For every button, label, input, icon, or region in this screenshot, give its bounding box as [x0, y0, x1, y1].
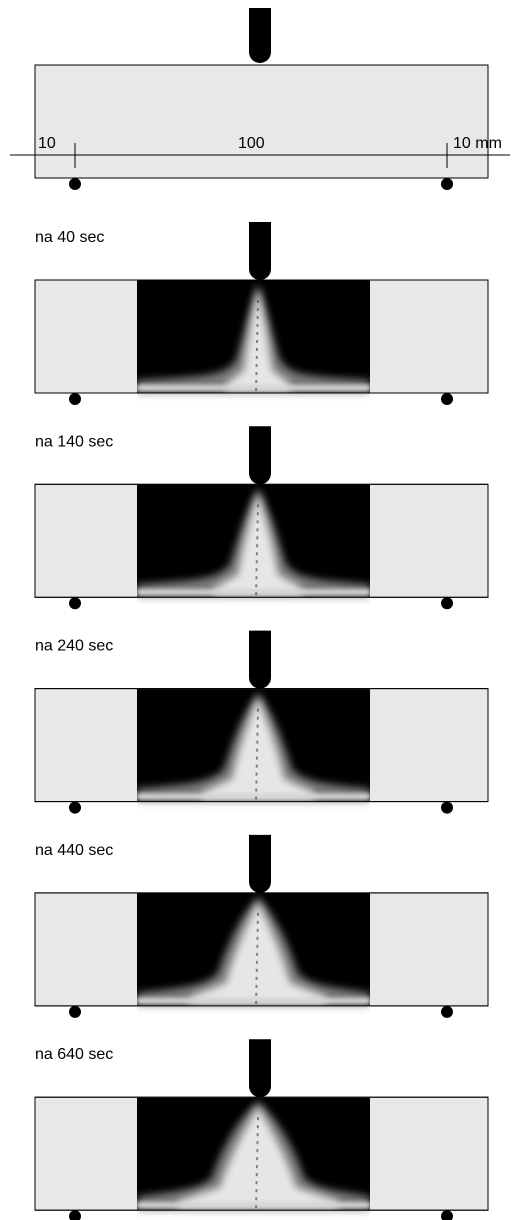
load-head [249, 222, 271, 280]
dimension-label: 10 [38, 135, 56, 152]
panel-label: na 40 sec [35, 229, 104, 246]
load-head [249, 8, 271, 63]
panel-label: na 640 sec [35, 1046, 113, 1063]
support [441, 393, 453, 405]
panel-label: na 240 sec [35, 638, 113, 655]
support [441, 802, 453, 814]
load-head [249, 835, 271, 893]
bottom-band [137, 998, 370, 1004]
beam [35, 65, 488, 178]
panel-label: na 140 sec [35, 433, 113, 450]
bottom-band [137, 385, 370, 391]
support [69, 1006, 81, 1018]
load-head [249, 426, 271, 484]
bottom-band [137, 1202, 370, 1208]
panel: na 240 sec [35, 631, 488, 814]
support [69, 802, 81, 814]
panel-label: na 440 sec [35, 842, 113, 859]
dimension-label: 100 [238, 135, 265, 152]
support [441, 597, 453, 609]
support [441, 1006, 453, 1018]
load-head [249, 1039, 271, 1097]
support [441, 178, 453, 190]
support [69, 1210, 81, 1220]
figure: 10 100 10 mm na 40 sec na 140 sec na 240 s… [0, 0, 514, 1220]
panel: na 440 sec [35, 835, 488, 1018]
panel: na 40 sec [35, 222, 488, 405]
load-head [249, 631, 271, 689]
bottom-band [137, 589, 370, 595]
support [69, 393, 81, 405]
support [441, 1210, 453, 1220]
schematic: 10 100 10 mm [10, 8, 510, 190]
support [69, 597, 81, 609]
support [69, 178, 81, 190]
dimension-label: 10 mm [453, 135, 502, 152]
panel: na 640 sec [35, 1039, 488, 1220]
panel: na 140 sec [35, 426, 488, 609]
bottom-band [137, 794, 370, 800]
